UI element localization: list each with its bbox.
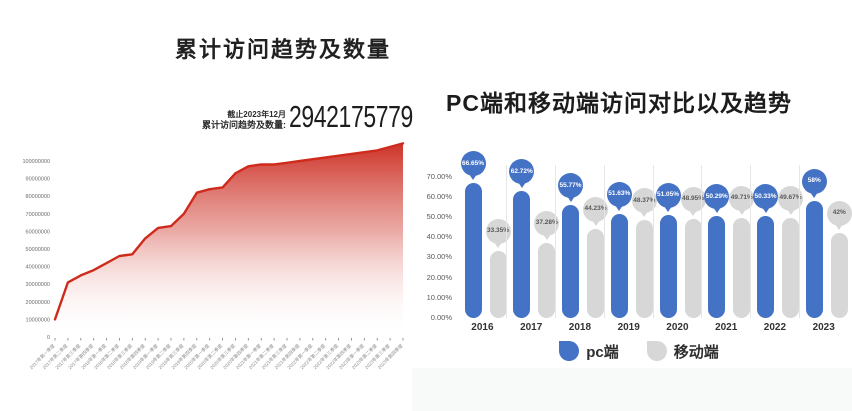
year-label-2017: 2017 (520, 322, 543, 333)
year-label-2019: 2019 (617, 322, 640, 333)
left-chart-title: 累计访问趋势及数量 (174, 37, 391, 62)
balloon-value-label: 50.33% (754, 192, 777, 200)
year-separator-line (506, 165, 508, 318)
value-balloon-pc端-2022: 50.33% (753, 184, 778, 214)
stat-label: 累计访问趋势及数量: (202, 120, 286, 131)
bar-移动端-2019 (635, 220, 653, 318)
balloon-value-label: 50.29% (705, 192, 728, 200)
y-axis-tick-label: 70000000 (26, 212, 50, 218)
bar-移动端-2021 (733, 217, 751, 318)
year-separator-line (798, 165, 800, 318)
droplet-icon (646, 341, 667, 361)
year-separator-line (701, 165, 703, 318)
bar-y-tick-label: 30.00% (426, 252, 452, 262)
balloon-value-label: 48.37% (633, 196, 656, 204)
value-balloon-pc端-2017: 62.72% (509, 159, 535, 189)
year-label-2021: 2021 (715, 322, 738, 333)
legend-label: pc端 (586, 343, 619, 361)
y-axis-tick-label: 100000000 (22, 159, 50, 165)
bar-移动端-2018 (587, 228, 604, 318)
balloon-value-label: 66.65% (461, 159, 485, 167)
y-axis-tick-label: 0 (47, 335, 50, 341)
bar-y-tick-label: 50.00% (426, 212, 452, 221)
balloon-value-label: 62.72% (510, 167, 533, 175)
bar-pc端-2017 (513, 191, 531, 318)
stat-captions: 截止2023年12月 累计访问趋势及数量: (156, 110, 286, 131)
area-fill (55, 143, 403, 337)
stat-date-caption: 截止2023年12月 (227, 110, 286, 120)
visit-total-stat: 截止2023年12月 累计访问趋势及数量: 2942175779 (156, 99, 456, 134)
balloon-value-label: 51.63% (608, 189, 631, 197)
bottom-strip (412, 368, 852, 411)
legend-item-mobile[interactable]: 移动端 (646, 341, 719, 362)
bar-y-tick-label: 40.00% (426, 232, 452, 242)
pc-mobile-bar-chart: 66.65% 33.35% 2016 62.72% 37.28% 2017 55.77% 44… (458, 151, 852, 333)
value-balloon-pc端-2021: 50.29% (704, 184, 730, 214)
bar-pc端-2022 (757, 216, 774, 318)
year-label-2022: 2022 (763, 322, 787, 333)
year-label-2023: 2023 (812, 322, 835, 333)
legend-label: 移动端 (673, 343, 719, 361)
bar-pc端-2021 (708, 216, 726, 318)
value-balloon-pc端-2020: 51.05% (655, 182, 681, 212)
value-balloon-pc端-2018: 55.77% (558, 173, 583, 203)
bar-pc端-2023 (805, 200, 823, 318)
value-balloon-pc端-2023: 58% (801, 168, 827, 198)
bar-pc端-2020 (659, 214, 677, 318)
balloon-value-label: 37.28% (535, 218, 558, 226)
balloon-value-label: 51.05% (656, 191, 680, 199)
y-axis-tick-label: 90000000 (26, 177, 50, 183)
value-balloon-移动端-2023: 42% (826, 201, 852, 231)
legend-item-pc[interactable]: pc端 (559, 341, 619, 362)
right-chart-title: PC端和移动端访问对比以及趋势 (446, 90, 792, 116)
bar-chart-legend: pc端 移动端 (426, 338, 852, 364)
trend-line (53, 142, 405, 321)
y-axis-tick-label: 30000000 (26, 282, 50, 288)
bar-移动端-2017 (538, 242, 556, 318)
balloon-value-label: 48.95% (681, 195, 705, 203)
bar-chart-y-axis: 70.00% 60.00% 50.00% 40.00% 30.00% 20.00% 10.0… (404, 155, 452, 325)
y-axis-tick-label: 50000000 (26, 247, 50, 253)
bar-移动端-2016 (489, 250, 507, 318)
cumulative-area-chart: 1000000009000000080000000700000006000000… (22, 142, 405, 371)
stat-value: 2942175779 (289, 99, 413, 134)
y-axis-tick-label: 20000000 (26, 300, 50, 306)
year-label-2016: 2016 (471, 322, 494, 333)
year-separator-line (750, 165, 751, 318)
y-axis-tick-label: 10000000 (26, 317, 50, 323)
droplet-icon (559, 341, 580, 361)
year-label-2018: 2018 (568, 322, 592, 333)
year-separator-line (603, 165, 605, 318)
bar-y-tick-label: 10.00% (426, 292, 452, 302)
balloon-value-label: 42% (832, 209, 846, 217)
balloon-value-label: 44.23% (584, 204, 607, 212)
bar-移动端-2023 (830, 233, 848, 318)
balloon-value-label: 49.71% (730, 193, 753, 201)
bar-移动端-2022 (782, 217, 799, 318)
bar-y-tick-label: 60.00% (426, 191, 452, 201)
balloon-value-label: 58% (807, 177, 821, 185)
y-axis-tick-label: 60000000 (26, 229, 50, 235)
value-balloon-pc端-2019: 51.63% (606, 181, 632, 211)
year-label-2020: 2020 (666, 322, 689, 333)
value-balloon-pc端-2016: 66.65% (460, 151, 486, 181)
bar-y-tick-label: 20.00% (426, 272, 452, 282)
balloon-value-label: 55.77% (559, 181, 582, 189)
bar-y-tick-label: 70.00% (426, 171, 452, 181)
bar-移动端-2020 (684, 219, 702, 318)
y-axis-tick-label: 40000000 (26, 265, 50, 271)
y-axis-tick-label: 80000000 (26, 194, 50, 200)
balloon-value-label: 33.35% (486, 226, 510, 234)
year-separator-line (555, 165, 556, 318)
bar-pc端-2018 (562, 205, 579, 318)
year-separator-line (652, 165, 654, 318)
bar-y-tick-label: 0.00% (430, 313, 452, 322)
bar-pc端-2016 (464, 183, 482, 318)
bar-pc端-2019 (610, 213, 628, 318)
balloon-value-label: 49.67% (779, 193, 802, 201)
